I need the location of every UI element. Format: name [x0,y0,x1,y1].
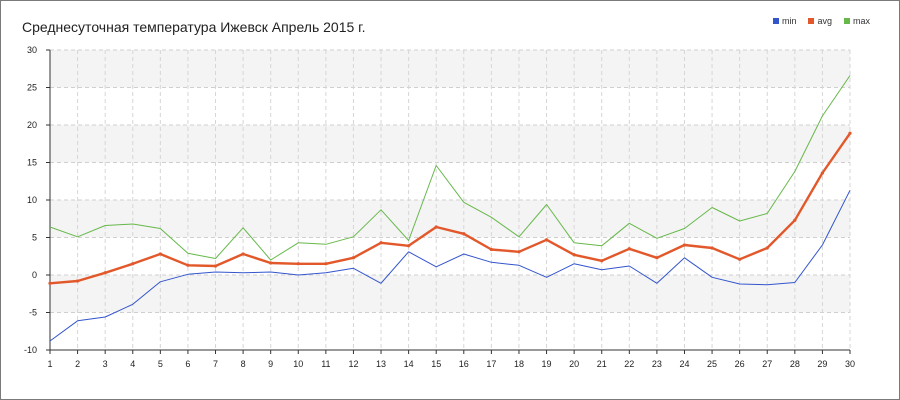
y-tick-label: 30 [27,45,37,55]
x-tick-label: 17 [486,359,496,369]
data-point-avg [158,252,162,256]
legend-item-avg: avg [808,16,832,26]
x-tick-label: 11 [321,359,330,369]
data-point-avg [710,246,714,250]
y-tick-label: 10 [27,195,37,205]
data-point-avg [324,262,328,266]
x-tick-label: 12 [348,359,358,369]
legend-label-max: max [852,16,870,26]
x-tick-label: 23 [652,359,662,369]
x-tick-label: 4 [130,359,135,369]
x-tick-label: 30 [845,359,855,369]
x-tick-label: 19 [542,359,552,369]
legend-item-max: max [843,16,870,26]
x-tick-label: 24 [679,359,689,369]
x-tick-label: 10 [293,359,303,369]
x-tick-label: 15 [431,359,441,369]
x-tick-label: 20 [569,359,579,369]
x-tick-label: 9 [268,359,273,369]
legend: min avg max [772,16,870,26]
x-tick-label: 14 [404,359,414,369]
y-tick-label: -10 [24,345,37,355]
x-tick-label: 1 [47,359,52,369]
y-tick-label: 5 [32,233,37,243]
data-point-avg [820,171,825,175]
legend-swatch-min [772,18,779,24]
plot-band [50,50,850,88]
x-tick-label: 28 [790,359,800,369]
data-point-avg [296,262,300,266]
y-tick-label: 0 [32,270,37,280]
plot-band [50,200,850,238]
data-point-avg [682,243,687,247]
data-point-avg [434,225,438,229]
x-tick-label: 16 [459,359,469,369]
data-point-avg [517,250,521,254]
y-tick-label: 25 [27,83,37,93]
data-point-avg [765,246,769,250]
data-point-avg [572,253,576,257]
data-point-avg [186,263,190,267]
data-point-avg [75,279,80,283]
data-point-avg [489,247,493,252]
data-point-avg [379,241,383,245]
x-tick-label: 2 [75,359,80,369]
data-point-avg [462,232,466,236]
series-line-avg [49,132,851,285]
series-line-min [49,190,851,342]
x-tick-label: 26 [735,359,745,369]
data-point-avg [655,256,659,260]
data-point-avg [131,262,135,266]
x-tick-label: 29 [817,359,827,369]
plot-band [50,275,850,313]
data-point-avg [103,271,107,275]
legend-swatch-avg [808,18,815,24]
x-tick-label: 7 [213,359,218,369]
data-point-avg [269,261,273,265]
y-tick-label: 20 [27,120,37,130]
data-point-avg [627,247,631,251]
data-point-avg [738,257,742,261]
x-tick-label: 21 [597,359,607,369]
data-point-avg [544,238,549,242]
x-tick-label: 27 [762,359,772,369]
series-line-max [49,75,851,261]
legend-label-min: min [781,16,797,26]
data-point-avg [793,218,797,222]
data-point-avg [48,281,52,285]
data-point-avg [241,252,245,256]
chart-title: Среднесуточная температура Ижевск Апрель… [22,19,366,35]
x-tick-label: 3 [103,359,108,369]
plot-band [50,125,850,163]
x-tick-label: 25 [707,359,717,369]
y-tick-label: -5 [29,308,37,318]
x-tick-label: 8 [241,359,246,369]
data-point-avg [848,131,852,135]
data-point-avg [351,256,356,260]
x-tick-label: 6 [185,359,190,369]
y-tick-label: 15 [27,158,37,168]
x-tick-label: 13 [376,359,386,369]
data-point-avg [600,259,604,263]
x-tick-label: 5 [158,359,163,369]
x-tick-label: 18 [514,359,524,369]
legend-label-avg: avg [817,16,832,26]
legend-item-min: min [772,16,797,26]
data-point-avg [407,244,411,248]
legend-swatch-max [843,18,850,24]
data-point-avg [213,264,218,268]
x-tick-label: 22 [624,359,634,369]
